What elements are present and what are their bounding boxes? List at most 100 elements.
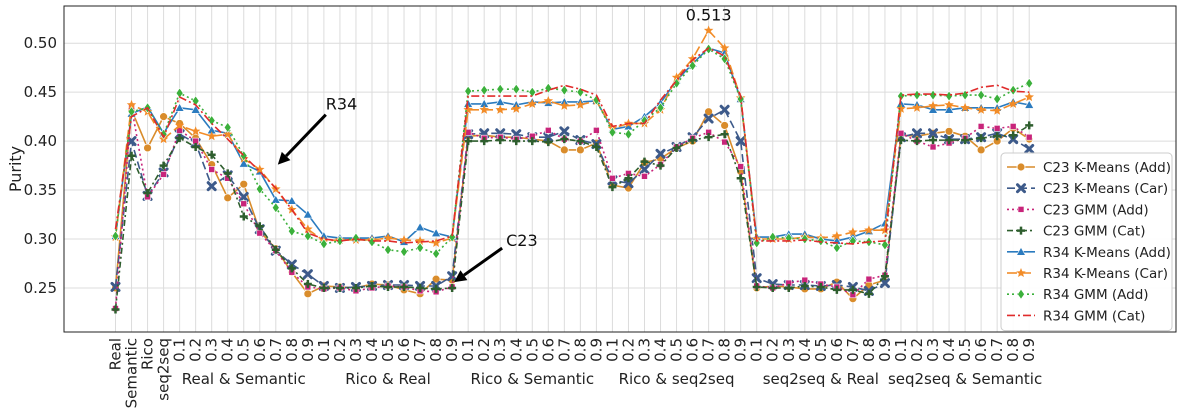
- data-point: [592, 142, 601, 151]
- x-tick-label: 0.4: [507, 338, 525, 362]
- x-tick-label: 0.9: [1020, 338, 1038, 362]
- data-point: [287, 225, 296, 237]
- data-point: [848, 227, 858, 237]
- data-point: [143, 188, 152, 197]
- data-point: [784, 283, 793, 292]
- data-point: [303, 224, 313, 234]
- data-point: [448, 231, 456, 243]
- x-tick-label: 0.3: [924, 338, 942, 362]
- data-point: [159, 112, 168, 122]
- legend-label: R34 GMM (Add): [1043, 287, 1149, 303]
- x-tick-label: 0.1: [748, 338, 766, 362]
- data-point: [1009, 84, 1018, 96]
- data-point: [528, 86, 537, 98]
- data-point: [464, 137, 473, 146]
- data-point: [190, 104, 201, 114]
- data-point: [1009, 123, 1017, 130]
- x-tick-label: 0.6: [395, 338, 413, 362]
- data-point: [431, 228, 442, 237]
- data-point: [271, 202, 280, 214]
- x-tick-label: 0.6: [251, 338, 269, 362]
- data-point: [929, 143, 937, 151]
- legend-item: C23 GMM (Cat): [1007, 224, 1145, 240]
- data-point: [206, 131, 217, 141]
- data-point: [303, 280, 312, 289]
- x-tick-label: seq2seq: [155, 338, 173, 401]
- data-point: [206, 181, 217, 192]
- data-point: [255, 222, 264, 231]
- data-point: [336, 235, 344, 247]
- series-line: [114, 108, 1030, 292]
- grid: [64, 6, 1176, 332]
- data-point: [929, 136, 938, 145]
- series-group: [111, 105, 1034, 304]
- x-tick-label: 0.8: [571, 338, 589, 362]
- data-point: [880, 272, 889, 281]
- data-point: [432, 248, 440, 260]
- x-tick-label: 0.5: [235, 338, 253, 362]
- data-point: [544, 138, 553, 147]
- data-point: [559, 126, 570, 137]
- data-point: [977, 123, 985, 130]
- data-point: [608, 126, 617, 138]
- x-tick-label: Rico: [139, 338, 157, 370]
- data-point: [160, 171, 167, 178]
- x-tick-label: 0.6: [539, 338, 557, 362]
- legend-item: C23 K-Means (Add): [1007, 160, 1171, 176]
- data-point: [672, 143, 681, 152]
- x-tick-label: 0.7: [700, 338, 718, 362]
- data-point: [623, 178, 634, 189]
- data-point: [303, 289, 313, 299]
- data-point: [896, 136, 905, 145]
- data-point: [496, 83, 505, 95]
- x-tick-label: 0.3: [491, 338, 509, 362]
- series-group: [112, 103, 1033, 312]
- x-tick-label: 0.4: [219, 338, 237, 362]
- data-point: [832, 242, 841, 254]
- data-point: [703, 25, 714, 35]
- data-point: [528, 137, 537, 146]
- x-tick-label: 0.7: [411, 338, 429, 362]
- data-point: [800, 233, 809, 245]
- data-point: [641, 173, 648, 180]
- x-axis: RealSemanticRicoseq2seq0.10.20.30.40.50.…: [107, 338, 1043, 408]
- data-point: [864, 225, 874, 235]
- data-point: [208, 166, 215, 173]
- legend-item: C23 GMM (Add): [1007, 202, 1149, 218]
- data-point: [993, 125, 1001, 132]
- data-point: [720, 53, 729, 65]
- data-point: [560, 84, 569, 96]
- data-point: [512, 83, 521, 95]
- data-point: [800, 281, 809, 290]
- data-point: [832, 231, 842, 241]
- data-point: [1024, 99, 1035, 109]
- data-point: [191, 142, 200, 151]
- data-point: [944, 99, 954, 109]
- x-tick-label: 0.3: [203, 338, 221, 362]
- data-point: [1016, 162, 1026, 172]
- data-point: [190, 126, 201, 136]
- data-point: [752, 282, 761, 291]
- legend-label: C23 K-Means (Add): [1043, 160, 1171, 176]
- data-point: [688, 60, 697, 72]
- x-tick-label: 0.1: [603, 338, 621, 362]
- data-point: [543, 95, 554, 106]
- data-point: [302, 209, 313, 219]
- data-point: [913, 137, 921, 146]
- data-point: [1017, 206, 1025, 213]
- x-tick-label: 0.7: [988, 338, 1006, 362]
- plot-frame: [63, 5, 1177, 333]
- data-point: [240, 200, 248, 208]
- x-tick-label: 0.6: [684, 338, 702, 362]
- data-point: [271, 245, 280, 254]
- annotations: R34 C23 0.513: [277, 5, 732, 283]
- data-point: [560, 135, 569, 144]
- series-line: [114, 47, 1030, 245]
- data-point: [207, 115, 216, 127]
- data-point: [913, 89, 921, 101]
- x-tick-label: 0.7: [844, 338, 862, 362]
- series-lines: [110, 25, 1035, 314]
- series-line: [114, 124, 1030, 310]
- data-point: [496, 136, 505, 145]
